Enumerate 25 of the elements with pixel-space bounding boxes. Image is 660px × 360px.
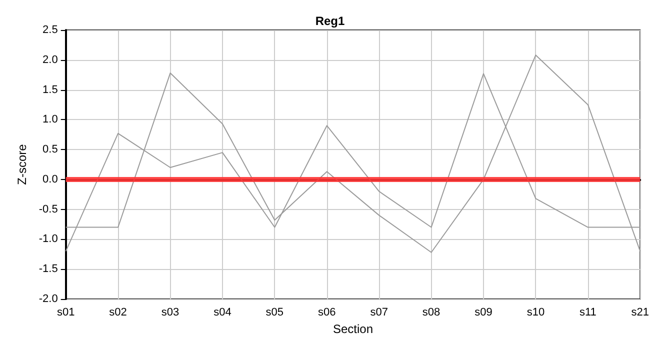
y-tick-label: 2.5: [42, 24, 58, 36]
y-tick-label: 2.0: [42, 54, 58, 66]
x-tick-label: s04: [214, 306, 232, 318]
x-tick-label: s10: [526, 306, 545, 318]
y-tick-label: -1.5: [38, 263, 58, 276]
x-tick-label: s07: [370, 306, 388, 318]
chart-title: Reg1: [315, 14, 345, 28]
x-tick-label: s03: [161, 306, 180, 318]
x-axis-title: Section: [332, 322, 374, 336]
x-tick-label: s11: [579, 306, 596, 318]
x-tick-label: s06: [318, 306, 336, 318]
x-tick-label: s09: [474, 306, 492, 318]
y-tick-label: 0.0: [42, 173, 58, 186]
y-tick-label: 1.0: [42, 114, 58, 126]
x-tick-label: s01: [56, 306, 75, 318]
y-tick-label: -0.5: [38, 203, 58, 216]
y-tick-label: 0.5: [42, 144, 58, 156]
x-tick-label: s21: [631, 306, 650, 318]
y-tick-label: -2.0: [38, 293, 58, 305]
y-tick-label: -1.0: [38, 233, 58, 246]
x-tick-label: s05: [266, 306, 284, 318]
x-tick-label: s08: [422, 306, 440, 318]
x-tick-label: s02: [109, 306, 127, 318]
y-tick-label: 1.5: [42, 84, 58, 96]
y-axis-title: Z-score: [15, 144, 29, 185]
